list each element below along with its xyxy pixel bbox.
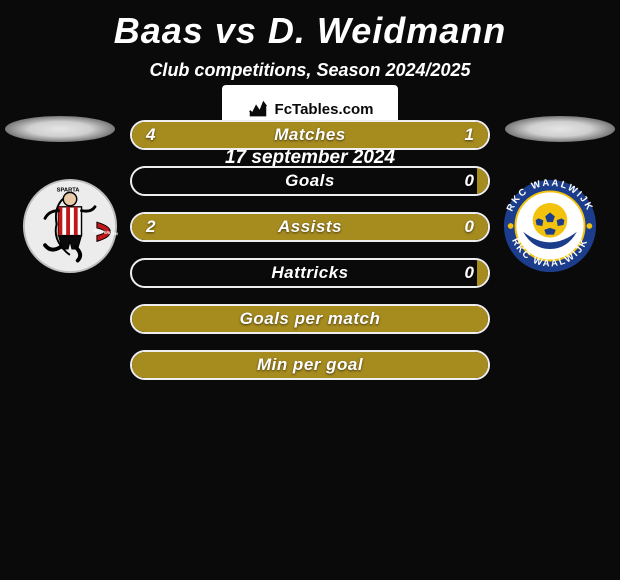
team-logo-right: RKC WAALWIJK RKC WAALWIJK xyxy=(502,178,598,274)
player-shadow-left xyxy=(5,116,115,142)
bar-label: Min per goal xyxy=(132,352,488,378)
svg-text:SPARTA: SPARTA xyxy=(57,187,80,193)
bar-value-right: 0 xyxy=(465,260,474,286)
bar-value-right: 1 xyxy=(465,122,474,148)
bar-label: Assists xyxy=(132,214,488,240)
team-logo-left: ROTTERDAM SPARTA xyxy=(22,178,118,274)
player-shadow-right xyxy=(505,116,615,142)
comparison-card: Baas vs D. Weidmann Club competitions, S… xyxy=(0,0,620,580)
stat-bar: Matches4 1 xyxy=(130,120,490,150)
bar-label: Hattricks xyxy=(132,260,488,286)
stat-bars: Matches41Goals0Assists20Hattricks0Goals … xyxy=(130,120,490,396)
chart-icon xyxy=(247,98,269,120)
bar-label: Matches xyxy=(132,122,488,148)
bar-value-left: 2 xyxy=(146,214,155,240)
stat-bar: Goals0 xyxy=(130,166,490,196)
page-subtitle: Club competitions, Season 2024/2025 xyxy=(0,60,620,81)
bar-label: Goals per match xyxy=(132,306,488,332)
stat-bar: Min per goal xyxy=(130,350,490,380)
stat-bar: Goals per match xyxy=(130,304,490,334)
page-title: Baas vs D. Weidmann xyxy=(0,0,620,52)
bar-value-right: 0 xyxy=(465,168,474,194)
bar-label: Goals xyxy=(132,168,488,194)
branding-text: FcTables.com xyxy=(275,101,374,118)
bar-value-left: 4 xyxy=(146,122,155,148)
bar-value-right: 0 xyxy=(465,214,474,240)
stat-bar: Hattricks0 xyxy=(130,258,490,288)
stat-bar: Assists2 0 xyxy=(130,212,490,242)
